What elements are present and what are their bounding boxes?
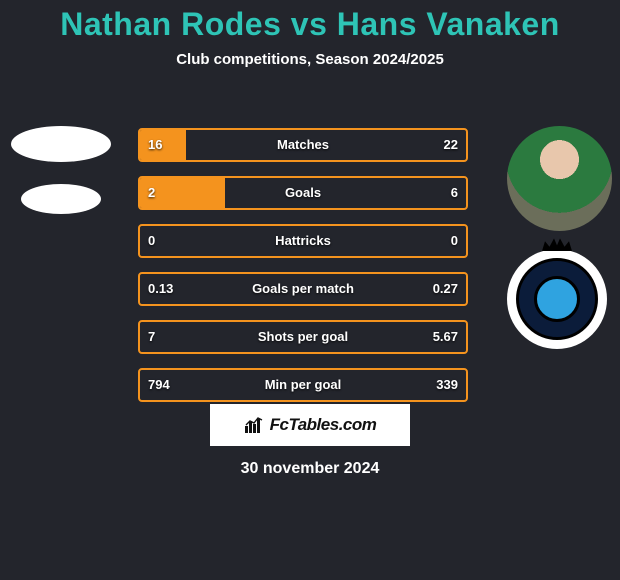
stat-label: Goals xyxy=(285,178,321,208)
club-logo-placeholder xyxy=(21,184,101,214)
stat-value-right: 0 xyxy=(451,226,458,256)
stat-label: Hattricks xyxy=(275,226,331,256)
player-avatar xyxy=(507,126,612,231)
date-text: 30 november 2024 xyxy=(0,460,620,478)
stat-value-right: 22 xyxy=(444,130,458,160)
brand-text: FcTables.com xyxy=(270,415,377,435)
stat-value-left: 16 xyxy=(148,130,162,160)
stat-label: Matches xyxy=(277,130,329,160)
stat-fill-left xyxy=(140,130,186,160)
page-subtitle: Club competitions, Season 2024/2025 xyxy=(0,51,620,68)
stat-value-left: 2 xyxy=(148,178,155,208)
stat-value-left: 0 xyxy=(148,226,155,256)
right-player-column xyxy=(507,126,612,349)
stat-label: Goals per match xyxy=(252,274,354,304)
page-title: Nathan Rodes vs Hans Vanaken xyxy=(0,6,620,43)
stats-panel: 16Matches222Goals60Hattricks00.13Goals p… xyxy=(138,128,468,416)
stat-label: Min per goal xyxy=(265,370,342,400)
stat-row: 2 Goals 6 xyxy=(138,176,468,210)
stat-value-left: 7 xyxy=(148,322,155,352)
stat-value-right: 5.67 xyxy=(433,322,458,352)
stat-row: 0 Hattricks 0 xyxy=(138,224,468,258)
stat-row: 16 Matches 22 xyxy=(138,128,468,162)
club-logo-brugge xyxy=(507,249,607,349)
stat-row: 7 Shots per goal 5.67 xyxy=(138,320,468,354)
brand-badge: FcTables.com xyxy=(210,404,410,446)
stat-value-right: 0.27 xyxy=(433,274,458,304)
left-player-column xyxy=(8,126,113,214)
player-avatar-placeholder xyxy=(11,126,111,162)
stat-value-left: 794 xyxy=(148,370,170,400)
stat-value-left: 0.13 xyxy=(148,274,173,304)
stat-label: Shots per goal xyxy=(258,322,348,352)
infographic-root: Nathan Rodes vs Hans Vanaken Club compet… xyxy=(0,6,620,580)
crown-icon xyxy=(542,237,572,251)
stat-row: 794 Min per goal 339 xyxy=(138,368,468,402)
stat-value-right: 339 xyxy=(436,370,458,400)
stat-value-right: 6 xyxy=(451,178,458,208)
bars-icon xyxy=(244,416,264,434)
stat-row: 0.13 Goals per match 0.27 xyxy=(138,272,468,306)
